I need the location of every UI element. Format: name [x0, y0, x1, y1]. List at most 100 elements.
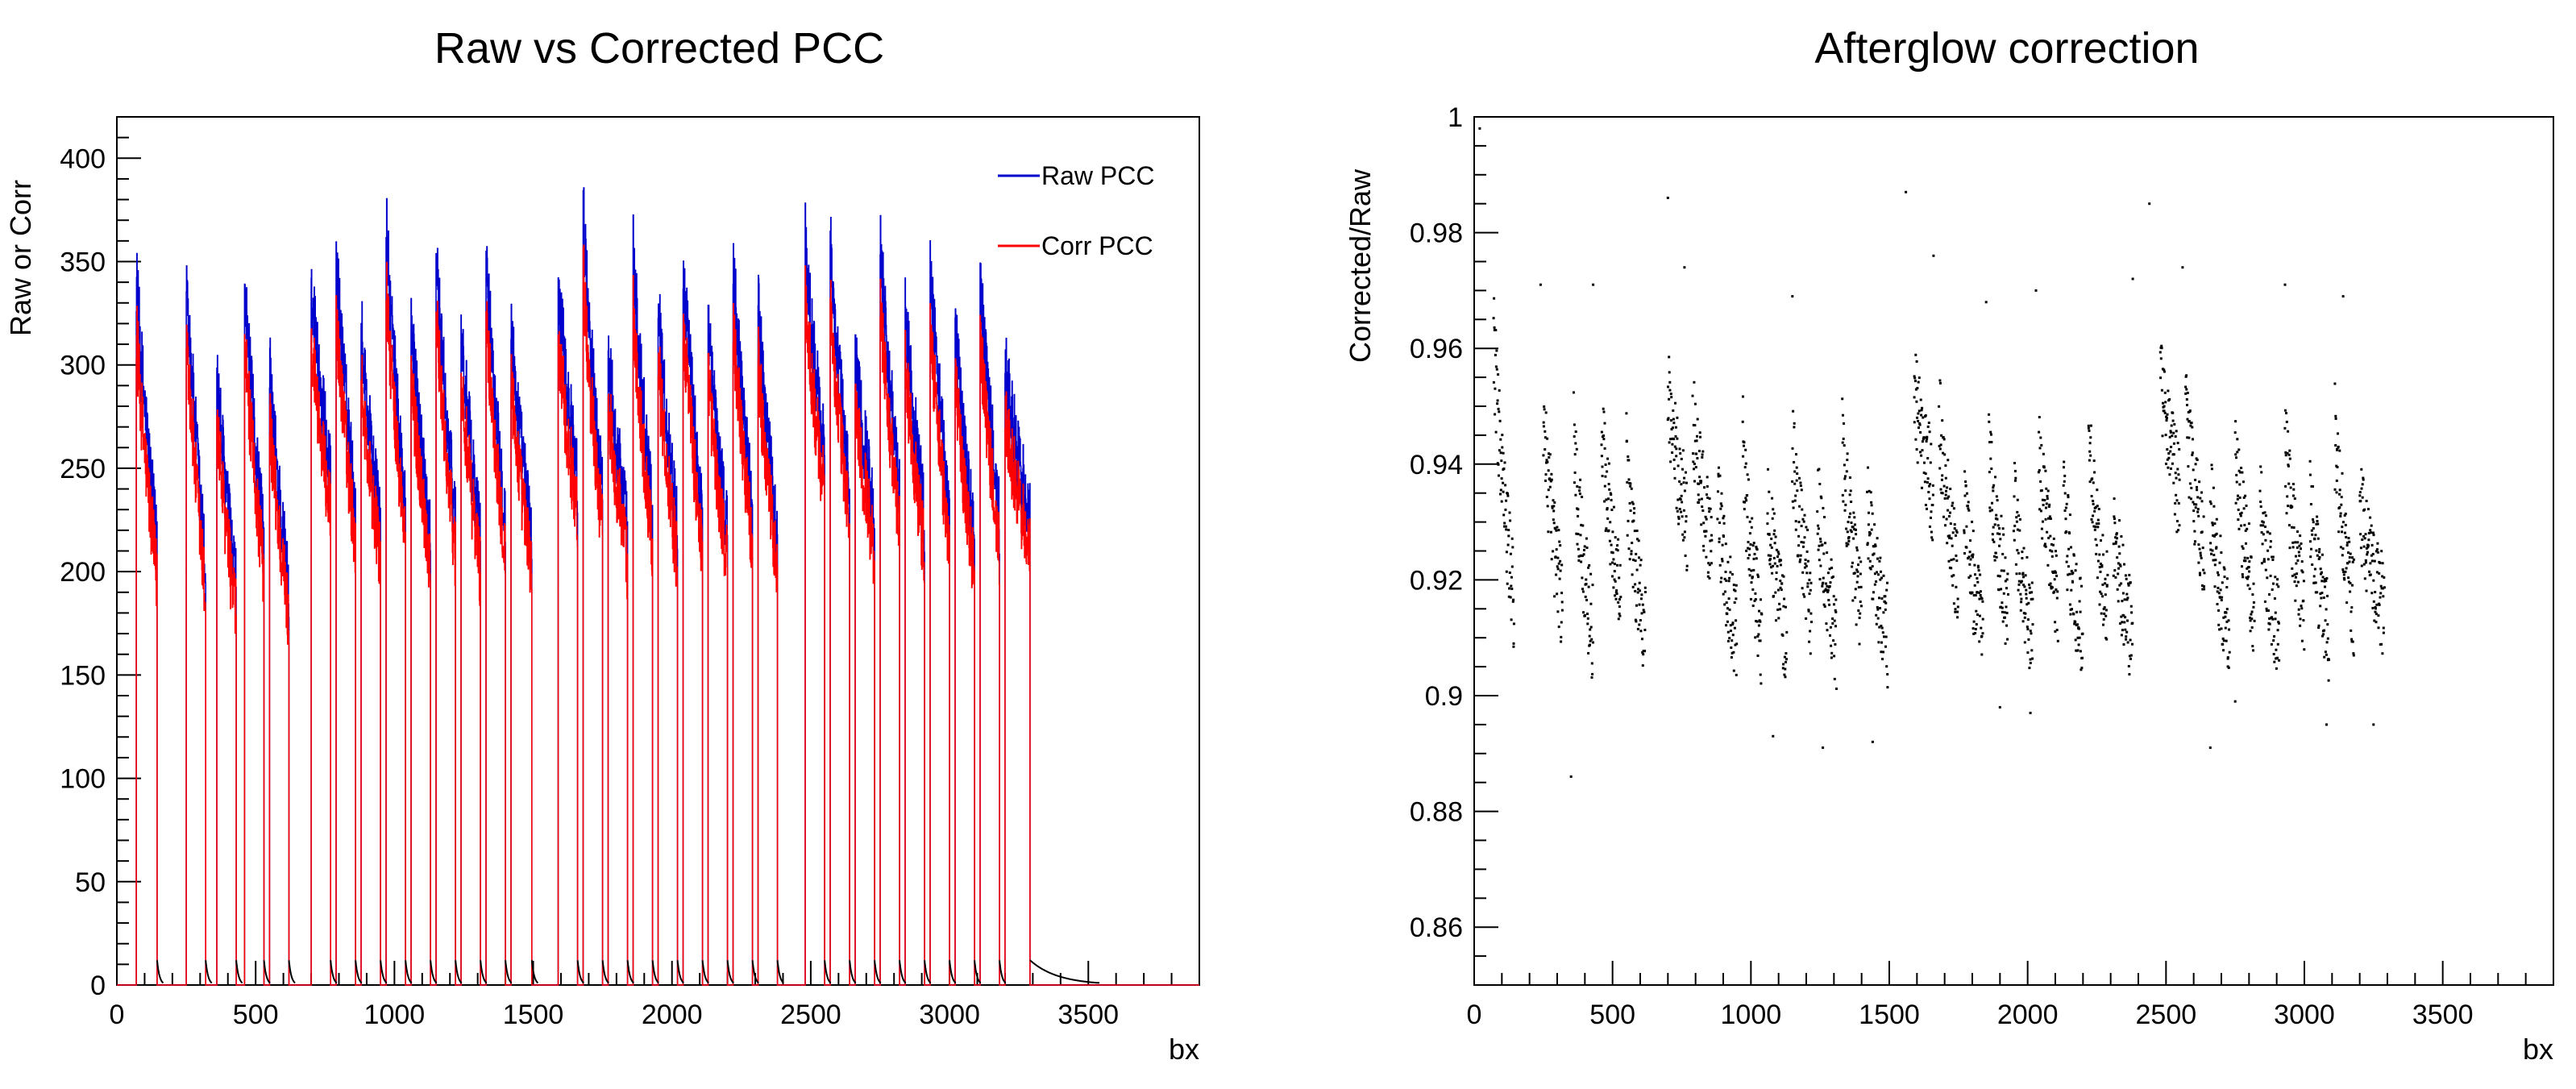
ratio-point: [1965, 525, 1968, 528]
ratio-point: [1996, 499, 1999, 502]
legend-raw-label: Raw PCC: [1041, 161, 1154, 190]
ratio-point: [1978, 591, 1980, 594]
ratio-point: [2003, 611, 2006, 614]
ratio-point: [2211, 523, 2214, 526]
ratio-point: [1980, 597, 1984, 601]
ratio-point: [1855, 528, 1857, 531]
ratio-point: [1953, 527, 1956, 530]
ratio-point: [1942, 436, 1945, 439]
ratio-point: [1693, 380, 1696, 384]
ratio-outlier-point: [1998, 705, 2001, 709]
ratio-point: [2121, 629, 2124, 632]
ratio-point: [1920, 409, 1923, 412]
ratio-point: [1988, 420, 1991, 423]
ratio-point: [2095, 522, 2098, 526]
ratio-point: [1681, 533, 1685, 536]
ratio-point: [2160, 389, 2163, 392]
ratio-point: [1995, 495, 1998, 498]
ratio-point: [1769, 558, 1772, 561]
ratio-point: [2175, 530, 2179, 534]
ratio-point: [2193, 530, 2196, 533]
ratio-point: [2128, 655, 2131, 658]
ratio-point: [1631, 502, 1635, 505]
ratio-point: [1707, 562, 1710, 565]
afterglow-tail: [355, 960, 363, 984]
ratio-point: [1573, 453, 1577, 456]
ratio-point: [1602, 438, 1606, 441]
ratio-point: [1808, 578, 1811, 581]
ratio-point: [2020, 580, 2023, 583]
ratio-point: [2039, 509, 2042, 513]
left-x-tick-label: 1000: [364, 1000, 426, 1030]
ratio-point: [2178, 524, 2181, 527]
ratio-point: [2080, 584, 2083, 588]
right-scatter-points: [1478, 127, 2386, 778]
ratio-point: [1926, 457, 1930, 459]
ratio-point: [1607, 497, 1610, 501]
ratio-point: [1603, 484, 1606, 488]
ratio-point: [2335, 479, 2338, 482]
ratio-point: [1685, 564, 1689, 567]
ratio-point: [1494, 354, 1497, 356]
ratio-point: [1802, 592, 1805, 596]
ratio-point: [1990, 441, 1993, 443]
ratio-point: [1556, 556, 1560, 559]
right-x-axis-title: bx: [2523, 1033, 2553, 1066]
ratio-point: [2088, 442, 2092, 445]
ratio-point: [2212, 486, 2215, 489]
ratio-point: [2114, 536, 2117, 539]
ratio-point: [1845, 544, 1848, 547]
ratio-point: [2339, 514, 2342, 517]
ratio-point: [1751, 588, 1755, 591]
ratio-point: [2193, 542, 2196, 546]
ratio-point: [1548, 453, 1552, 456]
ratio-point: [1851, 599, 1855, 602]
ratio-point: [2077, 626, 2080, 629]
ratio-point: [1793, 461, 1796, 463]
afterglow-tail: [505, 960, 513, 984]
ratio-point: [2165, 415, 2168, 418]
ratio-point: [1834, 609, 1837, 612]
ratio-point: [2013, 495, 2016, 498]
ratio-point: [1884, 645, 1887, 648]
ratio-point: [2362, 563, 2366, 566]
ratio-point: [2167, 466, 2170, 469]
ratio-point: [1972, 620, 1976, 623]
ratio-point: [2068, 532, 2071, 534]
ratio-point: [2345, 601, 2349, 605]
ratio-point: [1849, 529, 1852, 532]
ratio-point: [2159, 357, 2163, 360]
ratio-point: [2374, 613, 2378, 616]
ratio-point: [2103, 612, 2106, 615]
ratio-point: [1929, 483, 1932, 486]
ratio-point: [2168, 398, 2171, 401]
ratio-point: [1547, 469, 1550, 472]
ratio-point: [2263, 560, 2266, 563]
ratio-point: [1680, 510, 1683, 513]
ratio-point: [1705, 517, 1708, 521]
ratio-point: [1499, 488, 1502, 492]
ratio-point: [2323, 580, 2326, 583]
ratio-point: [1951, 501, 1955, 505]
ratio-point: [1552, 518, 1555, 522]
ratio-point: [2175, 499, 2179, 502]
ratio-point: [2196, 510, 2200, 513]
ratio-point: [1506, 494, 1510, 497]
ratio-point: [2325, 608, 2328, 611]
ratio-point: [1553, 501, 1556, 504]
ratio-point: [1882, 650, 1884, 654]
ratio-point: [1709, 507, 1712, 510]
ratio-point: [2338, 493, 2341, 496]
ratio-point: [2185, 374, 2188, 377]
ratio-point: [2297, 613, 2300, 616]
ratio-point: [1963, 531, 1966, 534]
ratio-point: [1702, 522, 1706, 525]
ratio-point: [2212, 534, 2215, 537]
ratio-point: [1947, 495, 1951, 498]
ratio-point: [2049, 582, 2052, 585]
ratio-point: [1507, 534, 1510, 538]
ratio-point: [1868, 511, 1870, 514]
afterglow-tail: [480, 960, 488, 984]
ratio-point: [1700, 497, 1703, 501]
ratio-point: [1751, 605, 1755, 607]
